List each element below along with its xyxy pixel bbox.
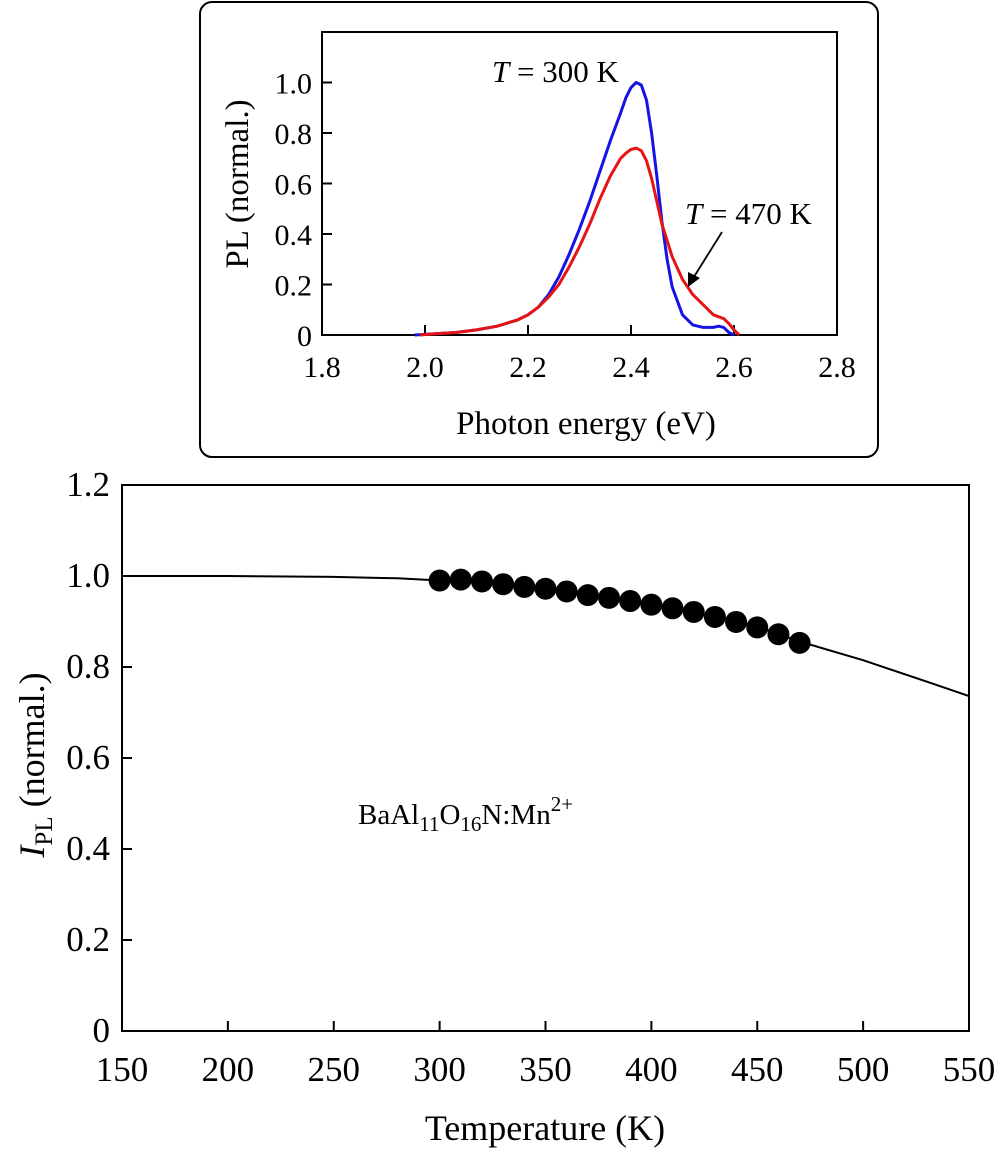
x-tick-label: 250	[308, 1050, 361, 1089]
x-tick-label: 450	[731, 1050, 784, 1089]
inset-y-ticks: 0 0.2 0.4 0.6 0.8 1.0	[275, 68, 332, 353]
y-tick-label: 0.4	[66, 829, 110, 868]
data-point	[619, 590, 642, 613]
inset-y-axis-label: PL (normal.)	[220, 99, 256, 268]
inset-annotation-300k: T = 300 K	[492, 54, 619, 89]
y-tick-label: 0.4	[275, 219, 313, 252]
main-plot: 150 200 250 300 350 400 450 500 550 0 0.2 0.4 0.6 0.…	[12, 465, 995, 1148]
data-point	[703, 605, 726, 628]
y-tick-label: 0.2	[275, 270, 313, 303]
y-tick-label: 0	[93, 1011, 111, 1050]
x-tick-label: 2.6	[715, 351, 753, 384]
data-point	[513, 575, 536, 598]
main-y-ticks: 0 0.2 0.4 0.6 0.8 1.0 1.2	[66, 465, 132, 1050]
data-point	[470, 570, 493, 593]
data-point	[682, 600, 705, 623]
y-tick-label: 0.2	[66, 920, 110, 959]
y-tick-label: 1.0	[66, 556, 110, 595]
y-tick-label: 0.8	[66, 647, 110, 686]
inset-x-ticks: 1.8 2.0 2.2 2.4 2.6 2.8	[303, 325, 856, 384]
data-point	[767, 623, 790, 646]
x-tick-label: 300	[413, 1050, 466, 1089]
series-470k-line	[419, 146, 741, 337]
inset-frame	[199, 1, 879, 458]
data-point	[576, 584, 599, 607]
x-tick-label: 2.0	[406, 351, 444, 384]
inset-series	[414, 81, 741, 337]
inset-x-axis-label: Photon energy (eV)	[456, 406, 716, 442]
x-tick-label: 500	[837, 1050, 890, 1089]
y-tick-label: 0.6	[66, 738, 110, 777]
data-point	[746, 616, 769, 639]
x-tick-label: 1.8	[303, 351, 341, 384]
data-point	[492, 573, 515, 596]
data-point	[725, 610, 748, 633]
x-tick-label: 400	[625, 1050, 678, 1089]
data-point	[534, 577, 557, 600]
annotation-arrow	[688, 231, 723, 287]
main-x-ticks: 150 200 250 300 350 400 450 500 550	[96, 1021, 996, 1089]
y-tick-label: 1.0	[275, 68, 313, 101]
data-point	[598, 586, 621, 609]
data-points	[428, 568, 811, 654]
x-tick-label: 200	[202, 1050, 255, 1089]
y-tick-label: 0	[297, 320, 312, 353]
x-tick-label: 2.8	[818, 351, 856, 384]
main-x-axis-label: Temperature (K)	[425, 1108, 665, 1148]
main-plot-area	[121, 484, 970, 1032]
data-point	[640, 593, 663, 616]
main-y-axis-label: IPL (normal.)	[12, 672, 58, 858]
data-point	[788, 631, 811, 654]
y-tick-label: 0.8	[275, 118, 313, 151]
inset-annotation-470k: T = 470 K	[685, 196, 812, 231]
x-tick-label: 550	[943, 1050, 996, 1089]
x-tick-label: 2.4	[612, 351, 650, 384]
data-point	[428, 569, 451, 592]
data-point	[555, 580, 578, 603]
inset-plot: 1.8 2.0 2.2 2.4 2.6 2.8 0 0.2 0.4 0.6 0.8 1.0 Phot…	[220, 31, 856, 442]
data-point	[661, 597, 684, 620]
compound-label: BaAl11O16N:Mn2+	[358, 792, 573, 836]
y-tick-label: 1.2	[66, 465, 110, 504]
x-tick-label: 350	[519, 1050, 572, 1089]
x-tick-label: 150	[96, 1050, 149, 1089]
data-point	[449, 568, 472, 591]
y-tick-label: 0.6	[275, 169, 313, 202]
x-tick-label: 2.2	[509, 351, 547, 384]
